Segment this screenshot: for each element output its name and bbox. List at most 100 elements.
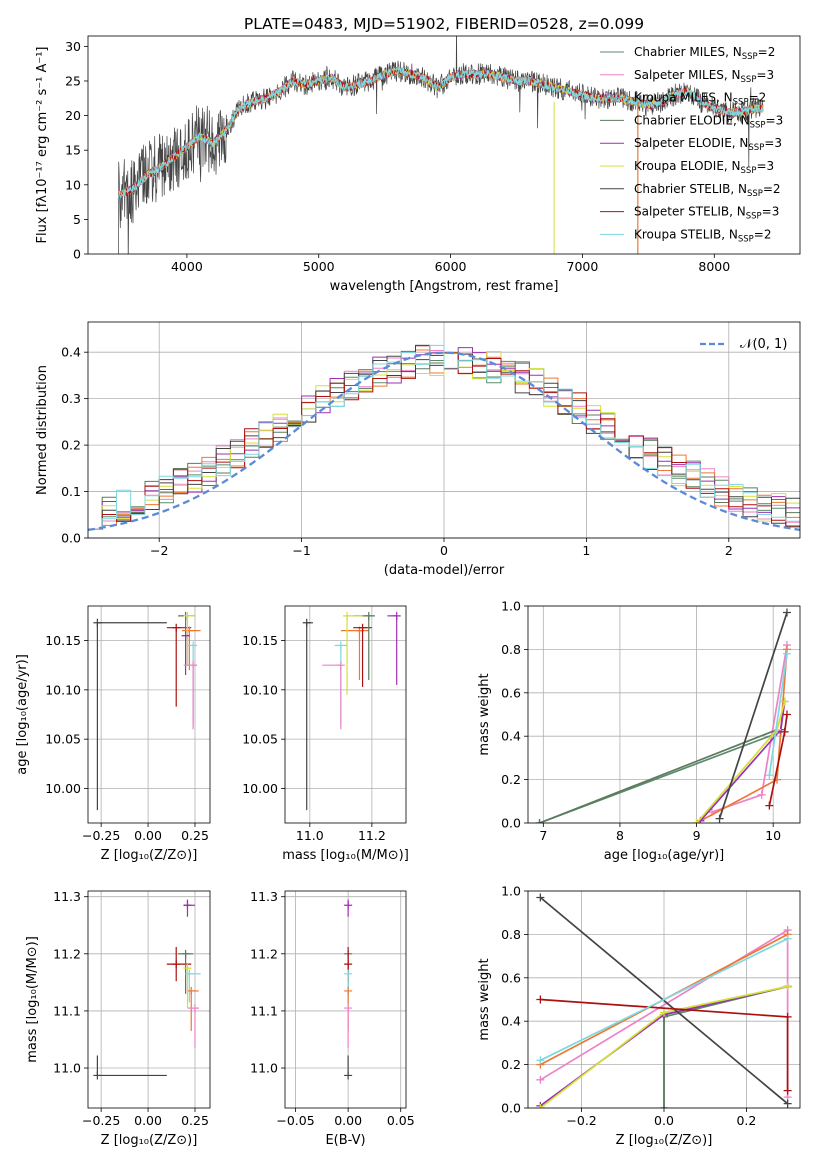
- y-tick-label: 11.1: [53, 1003, 81, 1018]
- weight-line-6: [718, 612, 788, 819]
- data-point-marker: [189, 661, 198, 670]
- mass-vs-Z-axes: −0.25 0.00 0.25 11.0 11.1 11.2 11.3 Z [log₁₀(Z/…: [25, 889, 211, 1148]
- y-axis-label: Flux [fλ10⁻¹⁷ erg cm⁻² s⁻¹ A⁻¹]: [35, 47, 50, 244]
- mass-vs-Z-plot-area: [93, 899, 201, 1080]
- data-point-marker: [344, 1071, 353, 1080]
- y-tick-label: 1.0: [501, 599, 521, 614]
- y-axis-label: mass weight: [477, 958, 492, 1040]
- data-point-marker: [344, 986, 353, 995]
- y-tick-label: 0.8: [501, 927, 521, 942]
- data-point-marker: [181, 949, 190, 958]
- age-vs-mass-axes: 11.0 11.2 10.00 10.05 10.10 10.15 mass [log₁₀(…: [242, 605, 409, 863]
- y-tick-label: 11.0: [53, 1061, 81, 1076]
- x-axis-label: Z [log₁₀(Z/Z⊙)]: [616, 1133, 713, 1148]
- spectrum-line-8: [117, 67, 764, 200]
- weight-vs-Z-plot-area: [536, 893, 792, 1108]
- spectrum-plot-area: [117, 36, 764, 254]
- data-point-marker: [185, 969, 194, 978]
- y-tick-label: 0.8: [501, 642, 521, 657]
- weight-point-marker: [536, 1075, 545, 1084]
- age-vs-Z-plot-area: [93, 611, 201, 811]
- y-tick-label: 0.0: [501, 1101, 521, 1116]
- weight-point-marker: [782, 710, 791, 719]
- legend-label: Kroupa ELODIE, NSSP=3: [634, 159, 774, 176]
- legend-label: Chabrier ELODIE, NSSP=3: [634, 113, 783, 130]
- weight-point-marker: [782, 649, 791, 658]
- y-tick-label: 11.0: [250, 1061, 278, 1076]
- y-tick-label: 10.00: [242, 781, 278, 796]
- data-point-marker: [358, 623, 367, 632]
- y-tick-label: 11.3: [53, 889, 81, 904]
- weight-point-marker: [765, 801, 774, 810]
- x-tick-label: 5000: [303, 259, 335, 274]
- x-tick-label: −0.25: [82, 1113, 120, 1128]
- weight-vs-Z-axes: −0.2 0.0 0.2 0.0 0.2 0.4 0.6 0.8 1.0 Z [log₁₀(Z/Z…: [477, 884, 801, 1148]
- y-tick-label: 0.3: [61, 391, 81, 406]
- x-tick-label: 9: [693, 828, 701, 843]
- data-point-marker: [343, 611, 352, 620]
- weight-line-8: [540, 937, 788, 1062]
- age-vs-mass-plot-area: [302, 611, 401, 811]
- weight-point-marker: [780, 727, 789, 736]
- histogram-step-8: [88, 344, 800, 530]
- axes-frame: [87, 35, 801, 255]
- data-point-marker: [364, 611, 373, 620]
- y-tick-label: 20: [65, 108, 81, 123]
- data-point-marker: [93, 618, 102, 627]
- weight-point-marker: [783, 1012, 792, 1021]
- data-point-marker: [183, 901, 192, 910]
- legend-label: Chabrier STELIB, NSSP=2: [634, 182, 781, 199]
- data-point-marker: [344, 901, 353, 910]
- data-point-marker: [344, 1004, 353, 1013]
- x-tick-label: 8: [616, 828, 624, 843]
- data-point-marker: [189, 641, 198, 650]
- y-axis-label: age [log₁₀(age/yr)]: [15, 654, 30, 775]
- x-tick-label: 2: [725, 543, 733, 558]
- weight-point-marker: [782, 608, 791, 617]
- y-tick-label: 0.6: [501, 970, 521, 985]
- y-tick-label: 0.4: [61, 345, 81, 360]
- data-point-marker: [392, 611, 401, 620]
- mass-vs-EBV-plot-area: [344, 899, 353, 1080]
- y-tick-label: 15: [65, 143, 81, 158]
- x-tick-label: 0.05: [387, 1113, 415, 1128]
- data-point-marker: [344, 960, 353, 969]
- data-point-marker: [172, 960, 181, 969]
- x-tick-label: 0.00: [134, 1113, 162, 1128]
- weight-point-marker: [536, 995, 545, 1004]
- data-point-marker: [172, 623, 181, 632]
- x-axis-label: Z [log₁₀(Z/Z⊙)]: [101, 1133, 198, 1148]
- weight-point-marker: [783, 1086, 792, 1095]
- weight-point-marker: [692, 819, 701, 823]
- x-tick-label: 11.0: [296, 828, 324, 843]
- normal-reference-curve: [88, 351, 800, 532]
- data-point-marker: [344, 969, 353, 978]
- y-tick-label: 10.10: [242, 682, 278, 697]
- weight-vs-age-axes: 7 8 9 10 0.0 0.2 0.4 0.6 0.8 1.0 age [log₁₀(age/yr…: [477, 599, 801, 863]
- weight-point-marker: [783, 1099, 792, 1108]
- weight-line-6: [539, 896, 789, 1105]
- x-tick-label: 7000: [567, 259, 599, 274]
- weight-line-0: [663, 985, 788, 1108]
- weight-point-marker: [536, 893, 545, 902]
- y-tick-label: 0.2: [501, 772, 521, 787]
- axes-frame: [87, 890, 211, 1109]
- x-tick-label: 8000: [698, 259, 730, 274]
- y-tick-label: 10: [65, 177, 81, 192]
- weight-point-marker: [783, 982, 792, 991]
- y-tick-label: 0: [73, 247, 81, 262]
- weight-point-marker: [536, 1056, 545, 1065]
- data-point-marker: [185, 626, 194, 635]
- legend-label: 𝒩(0, 1): [740, 337, 787, 352]
- data-point-marker: [336, 641, 345, 650]
- y-tick-label: 0.4: [501, 1014, 521, 1029]
- residuals-plot-area: [88, 344, 800, 532]
- y-tick-label: 10.05: [45, 732, 81, 747]
- x-tick-label: −1: [292, 543, 310, 558]
- x-tick-label: −0.25: [82, 828, 120, 843]
- x-tick-label: −0.05: [276, 1113, 314, 1128]
- weight-line-3: [539, 728, 778, 823]
- spectrum-axes: 4000 5000 6000 7000 8000 0 5 10 15 20 25 30 waveleng…: [35, 15, 801, 294]
- x-axis-label: E(B-V): [325, 1133, 365, 1148]
- y-tick-label: 10.10: [45, 682, 81, 697]
